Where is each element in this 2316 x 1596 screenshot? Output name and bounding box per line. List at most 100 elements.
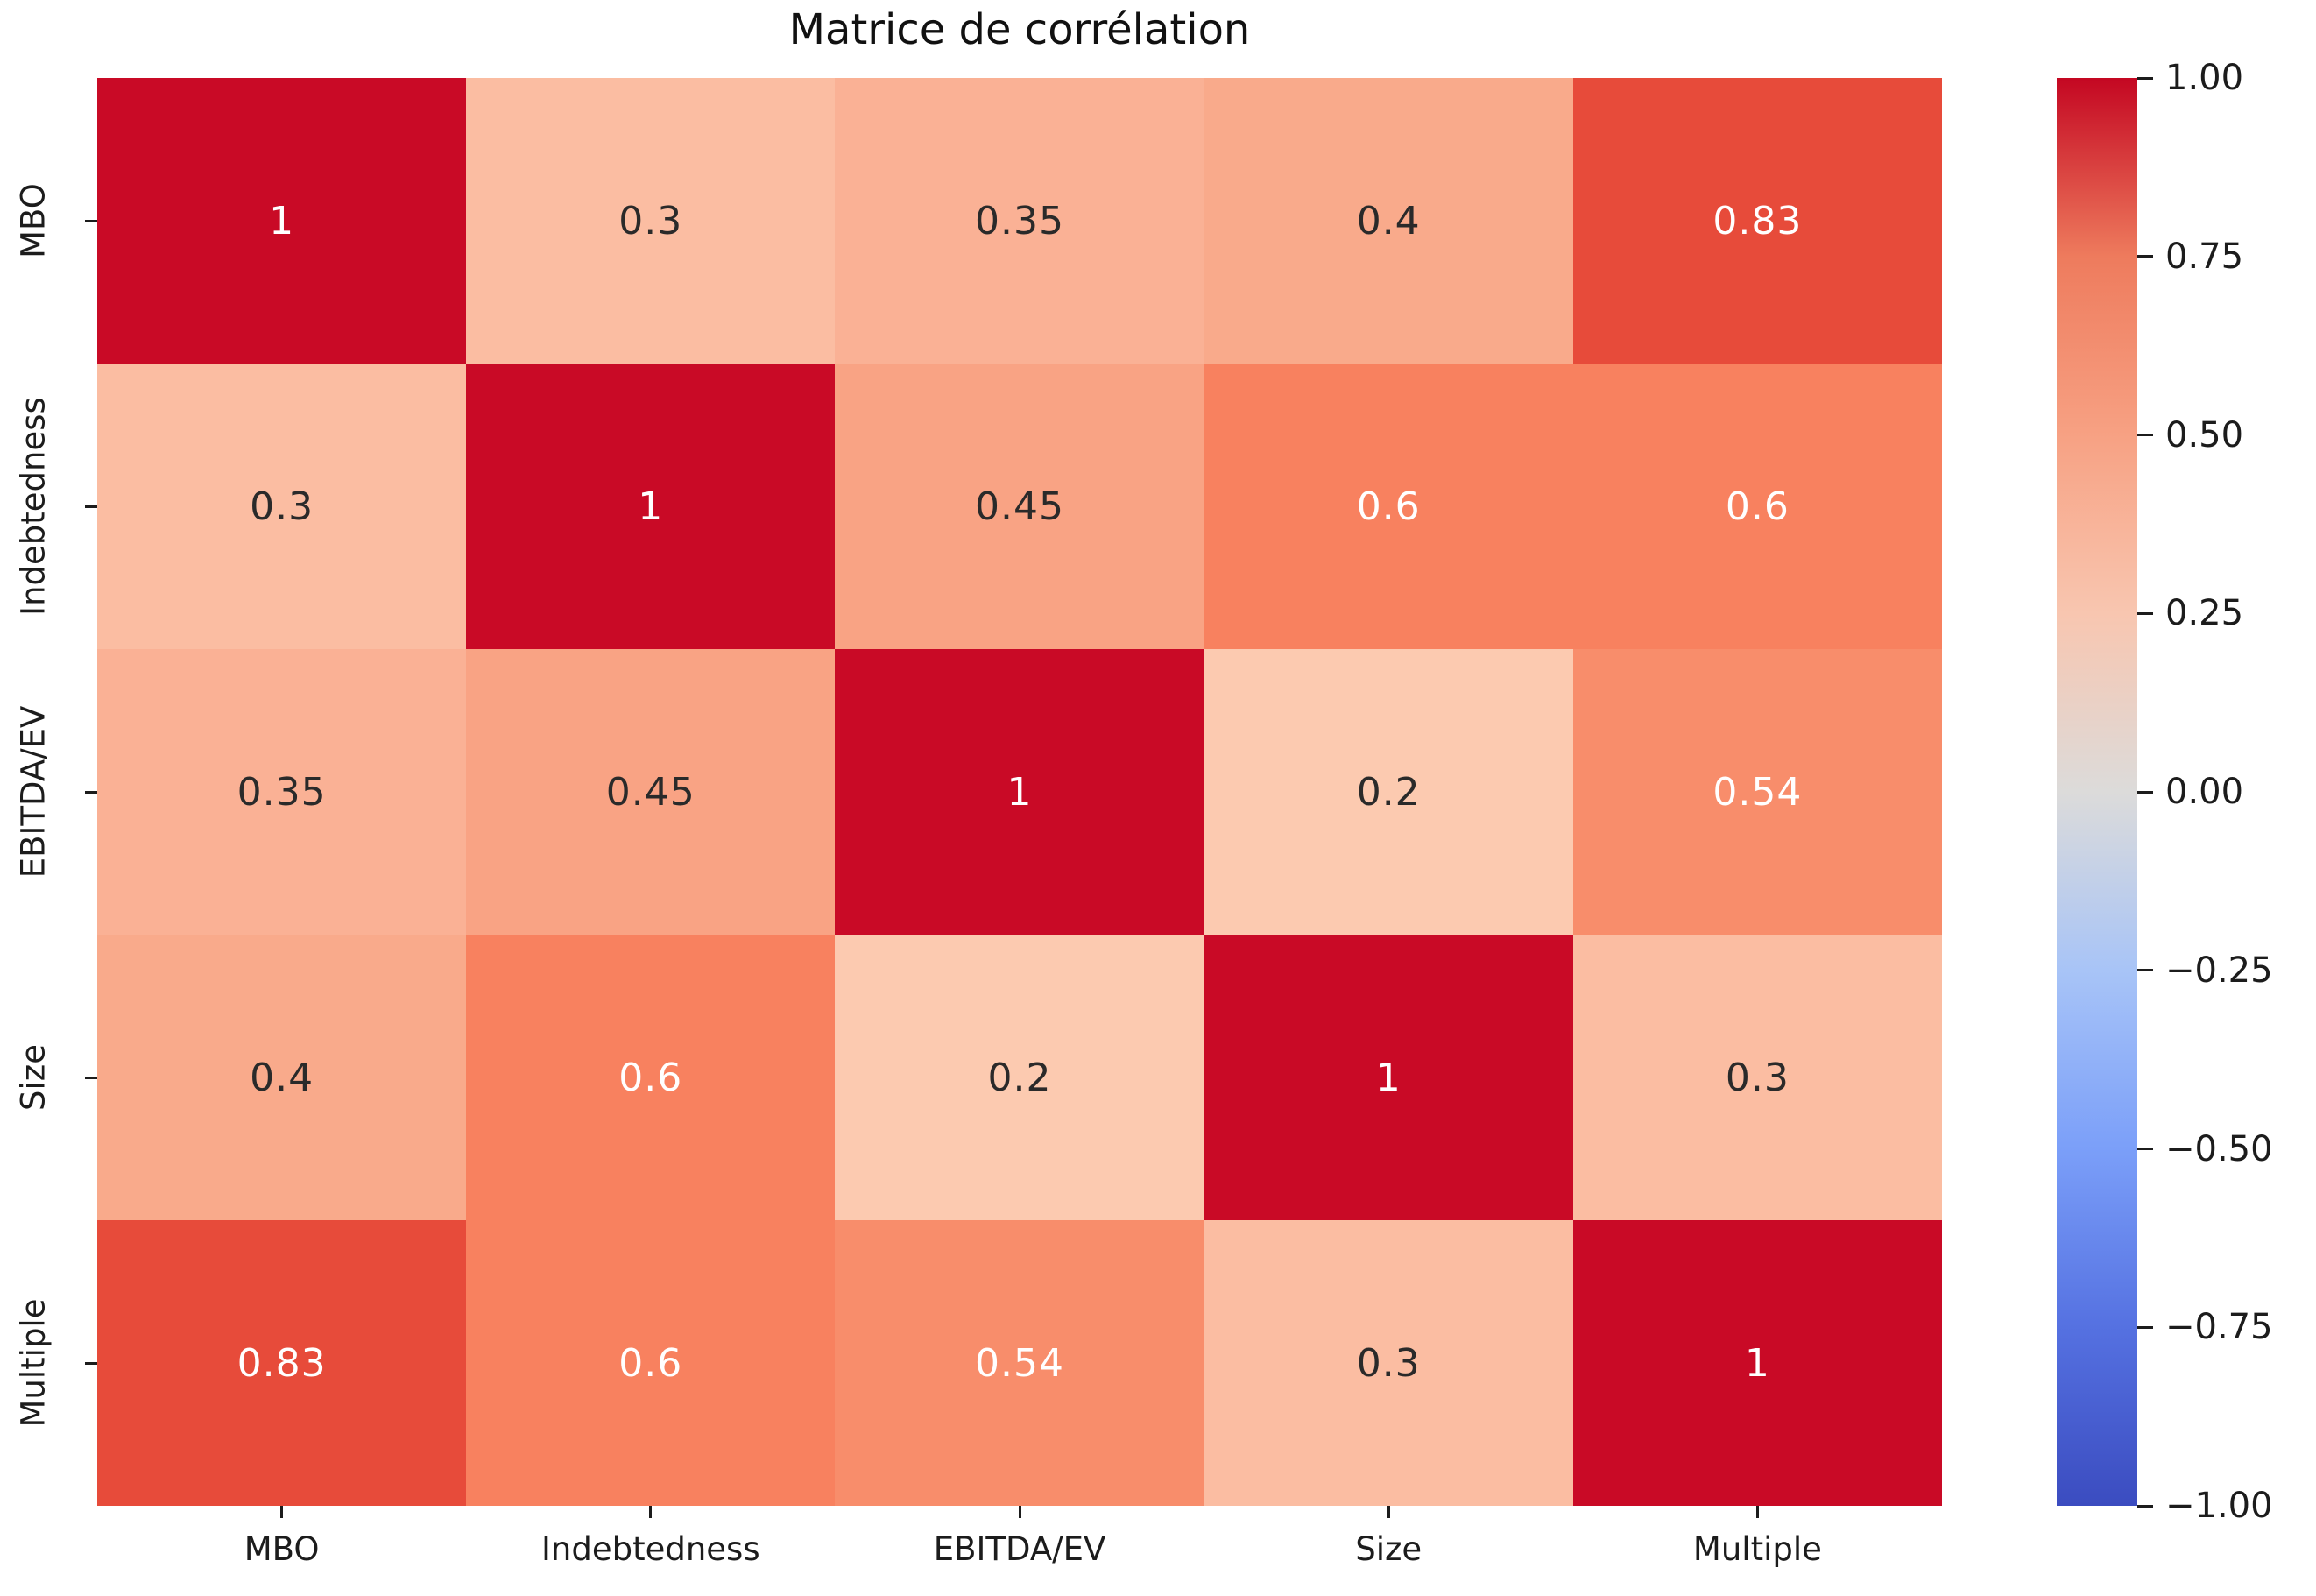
heatmap-cell: 0.3 [1204,1220,1573,1506]
heatmap-cell: 0.35 [835,78,1204,364]
y-tick-label: MBO [14,183,53,258]
y-tick-mark [85,1362,97,1365]
heatmap-cell: 0.45 [466,649,836,935]
cell-value: 0.3 [618,198,683,244]
cell-value: 0.3 [250,484,314,529]
y-tick-mark [85,791,97,794]
colorbar-tick-mark [2137,1325,2153,1329]
x-axis: MBO Indebtedness EBITDA/EV Size Multiple [97,1506,1942,1593]
colorbar-tick: −0.25 [2137,950,2273,991]
colorbar-tick: −1.00 [2137,1486,2273,1526]
heatmap-grid: 1 0.3 0.35 0.4 0.83 0.3 1 0.45 0.6 0.6 0.35 0.45 1 0.… [97,78,1942,1506]
x-tick-mark [649,1506,653,1518]
colorbar-tick-label: −0.75 [2165,1307,2273,1348]
cell-value: 0.2 [1356,769,1421,815]
heatmap-cell: 0.6 [1204,364,1573,649]
x-tick-label: Indebtedness [540,1530,760,1568]
heatmap-cell: 0.2 [1204,649,1573,935]
colorbar-tick-label: −0.25 [2165,950,2273,991]
y-tick-mark [85,220,97,222]
colorbar-tick-mark [2137,434,2153,436]
cell-value: 0.3 [1725,1055,1790,1100]
heatmap-cell: 0.54 [835,1220,1204,1506]
y-axis-row: EBITDA/EV [0,649,97,935]
heatmap-cell: 1 [1572,1220,1942,1506]
cell-value: 1 [1375,1055,1402,1100]
cell-value: 0.6 [618,1340,683,1386]
x-tick-mark [1755,1506,1759,1518]
heatmap-cell: 0.3 [97,364,467,649]
colorbar-tick-mark [2137,790,2153,794]
cell-value: 0.35 [975,198,1064,244]
x-tick-mark [1387,1506,1390,1518]
heatmap-cell: 0.6 [1572,364,1942,649]
cell-value: 0.45 [975,484,1064,529]
heatmap-cell: 1 [466,364,836,649]
heatmap-cell: 0.3 [1572,935,1942,1220]
colorbar-tick: 0.75 [2137,237,2243,277]
heatmap-cell: 0.4 [1204,78,1573,364]
x-tick-label: Size [1355,1530,1423,1568]
y-axis-row: Multiple [0,1220,97,1506]
y-tick-label: Size [14,1044,53,1111]
colorbar-tick-label: −0.50 [2165,1128,2273,1169]
cell-value: 1 [638,484,664,529]
heatmap-cell: 0.54 [1572,649,1942,935]
cell-value: 0.6 [1356,484,1421,529]
cell-value: 0.6 [1725,484,1790,529]
x-tick-label: MBO [244,1530,320,1568]
heatmap-cell: 0.4 [97,935,467,1220]
cell-value: 0.83 [237,1340,327,1386]
cell-value: 0.83 [1712,198,1803,244]
heatmap-cell: 0.2 [835,935,1204,1220]
heatmap-cell: 0.83 [1572,78,1942,364]
colorbar-tick-mark [2137,1504,2153,1508]
heatmap-cell: 0.83 [97,1220,467,1506]
x-axis-column: MBO [97,1506,466,1593]
colorbar-tick-mark [2137,969,2153,972]
colorbar-tick-labels: 1.00 0.75 0.50 0.25 0.00 −0.25 −0.50 −0.75 −1.00 [2137,58,2316,1526]
x-axis-column: Size [1204,1506,1573,1593]
cell-value: 0.2 [987,1055,1052,1100]
y-tick-mark [85,505,97,508]
colorbar-tick-label: 1.00 [2165,58,2244,98]
heatmap-cell: 0.6 [466,935,836,1220]
colorbar-tick: 0.25 [2137,593,2243,633]
colorbar-tick-mark [2137,76,2153,80]
colorbar-tick-mark [2137,255,2153,258]
y-tick-mark [85,1077,97,1079]
x-tick-label: EBITDA/EV [933,1530,1106,1568]
x-tick-mark [1018,1506,1021,1518]
cell-value: 1 [269,198,295,244]
heatmap-cell: 1 [97,78,467,364]
colorbar-tick: 1.00 [2137,58,2243,98]
cell-value: 0.6 [618,1055,683,1100]
y-tick-label: EBITDA/EV [14,705,53,879]
y-axis-row: Indebtedness [0,364,97,649]
heatmap-cell: 0.6 [466,1220,836,1506]
heatmap-cell: 0.45 [835,364,1204,649]
cell-value: 0.35 [237,769,327,815]
colorbar-tick-label: −1.00 [2165,1486,2273,1526]
colorbar-tick-label: 0.00 [2165,772,2244,812]
x-axis-column: Multiple [1573,1506,1942,1593]
colorbar-tick-mark [2137,1148,2153,1150]
y-axis-row: Size [0,935,97,1220]
colorbar-tick: 0.50 [2137,415,2243,455]
x-tick-label: Multiple [1692,1530,1822,1568]
colorbar-tick: −0.75 [2137,1307,2273,1347]
x-tick-mark [280,1506,284,1518]
x-axis-column: EBITDA/EV [835,1506,1204,1593]
x-axis-column: Indebtedness [466,1506,835,1593]
cell-value: 0.54 [975,1340,1064,1386]
chart-title: Matrice de corrélation [788,5,1251,54]
cell-value: 0.54 [1712,769,1803,815]
y-axis: MBO Indebtedness EBITDA/EV Size Multiple [0,78,97,1506]
cell-value: 0.45 [605,769,696,815]
colorbar-tick: 0.00 [2137,772,2243,812]
cell-value: 1 [1006,769,1033,815]
heatmap-cell: 1 [835,649,1204,935]
y-axis-row: MBO [0,78,97,364]
heatmap-cell: 0.3 [466,78,836,364]
